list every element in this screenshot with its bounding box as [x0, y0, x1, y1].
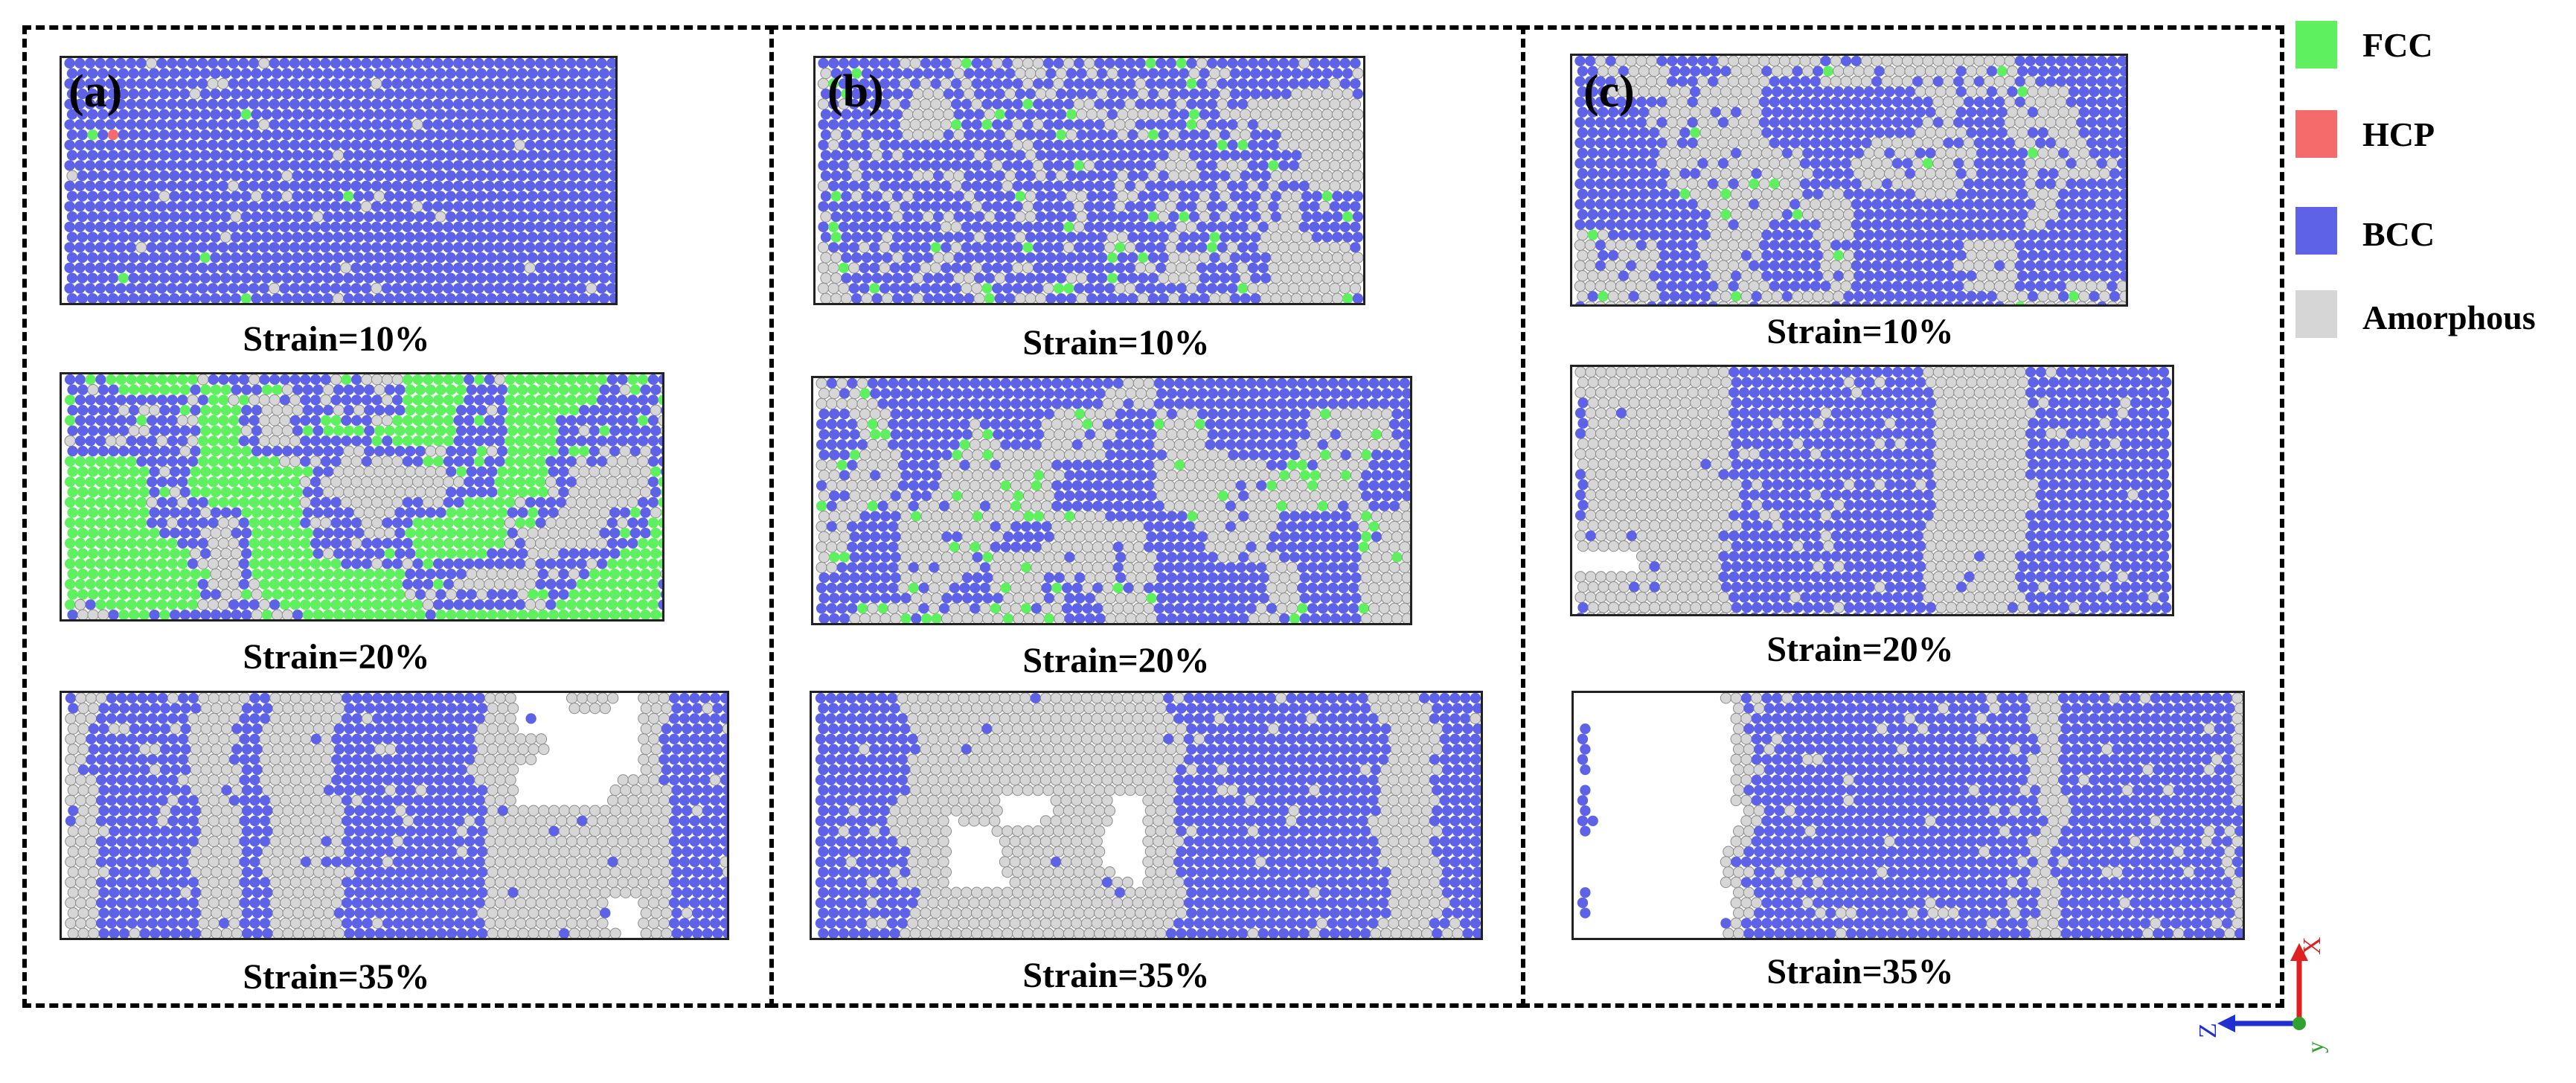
- panel-label-b: (b): [827, 66, 884, 117]
- legend-label-amorphous: Amorphous: [2362, 298, 2536, 336]
- strain-label-b-35: Strain=35%: [1022, 956, 1210, 995]
- axis-label-z: Z: [2194, 1023, 2222, 1038]
- snapshot-c-10: [1570, 54, 2128, 307]
- snapshot-b-35: [810, 691, 1483, 940]
- legend-swatch-amorphous: [2295, 290, 2337, 338]
- strain-label-c-10: Strain=10%: [1766, 312, 1954, 351]
- axis-label-y: y: [2301, 1041, 2328, 1053]
- legend-label-fcc: FCC: [2362, 26, 2433, 64]
- strain-label-c-35: Strain=35%: [1766, 952, 1954, 991]
- y-axis-dot: [2293, 1017, 2306, 1030]
- snapshot-b-20: [811, 376, 1412, 625]
- legend-swatch-bcc: [2295, 207, 2337, 255]
- snapshot-a-10: [60, 56, 618, 305]
- axis-triad: X Z y: [2194, 936, 2328, 1053]
- group-box-b: [769, 25, 1525, 1008]
- strain-label-c-20: Strain=20%: [1766, 630, 1954, 669]
- strain-label-b-10: Strain=10%: [1022, 323, 1210, 362]
- snapshot-a-35: [60, 691, 729, 940]
- legend-label-bcc: BCC: [2362, 215, 2435, 253]
- panel-label-a: (a): [68, 66, 123, 117]
- axis-label-x: X: [2298, 936, 2326, 955]
- legend-swatch-hcp: [2295, 110, 2337, 158]
- strain-label-a-35: Strain=35%: [243, 957, 430, 997]
- strain-label-b-20: Strain=20%: [1022, 641, 1210, 680]
- snapshot-a-20: [60, 372, 664, 622]
- strain-label-a-20: Strain=20%: [243, 637, 430, 677]
- snapshot-c-20: [1570, 365, 2174, 616]
- group-box-a: [22, 25, 774, 1008]
- legend-swatch-fcc: [2295, 21, 2337, 68]
- strain-label-a-10: Strain=10%: [243, 319, 430, 359]
- snapshot-c-35: [1571, 691, 2245, 940]
- panel-label-c: (c): [1583, 66, 1635, 117]
- legend-label-hcp: HCP: [2362, 115, 2435, 153]
- group-box-c: [1521, 25, 2284, 1008]
- snapshot-b-10: [813, 56, 1365, 305]
